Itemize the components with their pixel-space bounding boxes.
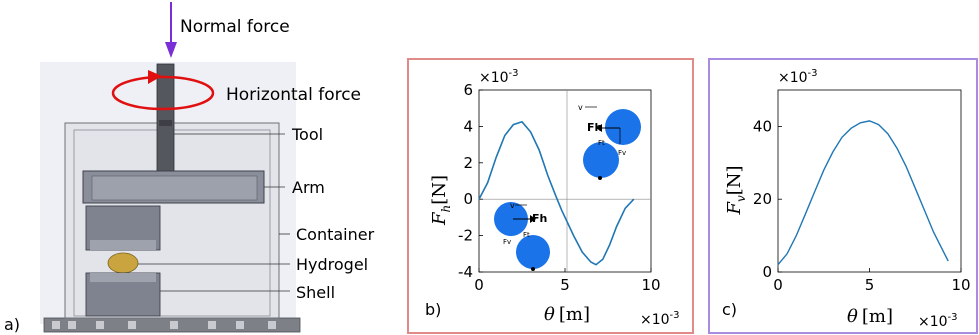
arm-inner bbox=[91, 175, 258, 201]
plot-c-x-tick-label: 5 bbox=[865, 276, 875, 294]
contact-dot-lower bbox=[531, 267, 535, 271]
shell-top bbox=[90, 273, 156, 282]
upper-holder-lip bbox=[90, 240, 156, 250]
callout-arm: Arm bbox=[292, 178, 325, 197]
inset-v-label-lower: v bbox=[510, 201, 515, 210]
horizontal-force-label: Horizontal force bbox=[226, 85, 361, 105]
normal-force-label: Normal force bbox=[180, 17, 290, 37]
ball-upper-top bbox=[605, 109, 641, 145]
horizontal-force-ellipse bbox=[111, 75, 215, 111]
plot-c-y-tick-label: 0 bbox=[762, 263, 772, 281]
plot-c-x-tick-label: 0 bbox=[773, 276, 783, 294]
plot-b-y-tick-label: -2 bbox=[458, 227, 473, 245]
inset-fh-label-lower: Fh bbox=[532, 212, 547, 225]
plot-b-y-tick-label: 6 bbox=[463, 81, 473, 99]
panel-c-border bbox=[708, 58, 978, 334]
plot-b-series-line bbox=[478, 120, 635, 266]
callout-hydrogel: Hydrogel bbox=[296, 255, 368, 274]
plot-c-series-line bbox=[777, 120, 949, 266]
hydrogel bbox=[107, 252, 139, 274]
contact-dot bbox=[598, 176, 602, 180]
inset-ft-label-lower: Ft bbox=[523, 231, 530, 239]
plot-c-x-multiplier: ×10-3 bbox=[918, 312, 958, 330]
panel-b-label: b) bbox=[425, 300, 441, 319]
plot-c-ylabel: Fv[N] bbox=[724, 165, 748, 215]
plot-b-xlabel: θ [m] bbox=[544, 304, 590, 325]
base-plate-slots bbox=[52, 321, 276, 329]
ball-lower-bottom bbox=[516, 235, 550, 269]
panel-b: 0 5 10 -4 -2 0 2 4 6 v Fh Fv Ft v Fh Fv bbox=[407, 58, 694, 334]
plot-b-y-tick-label: 4 bbox=[463, 117, 473, 135]
callout-shell: Shell bbox=[296, 283, 335, 302]
panel-c: 0 5 10 0 20 40 ×10-3 ×10-3 Fv[N] θ [m] c) bbox=[708, 58, 978, 334]
ball-lower-top bbox=[494, 202, 528, 236]
tool-collar bbox=[159, 120, 172, 126]
inset-fv-label: Fv bbox=[618, 149, 626, 157]
normal-force-arrowhead bbox=[165, 42, 177, 58]
callout-tool: Tool bbox=[291, 125, 323, 144]
plot-b-x-tick-label: 10 bbox=[641, 276, 660, 294]
panel-a-label: a) bbox=[4, 315, 20, 334]
inset-lower: v Fh Fv Ft bbox=[494, 201, 550, 271]
plot-b-ticks: 0 5 10 -4 -2 0 2 4 6 bbox=[458, 81, 661, 294]
plot-b-y-tick-label: -4 bbox=[458, 263, 473, 281]
inset-fh-label: Fh bbox=[587, 121, 602, 134]
callout-container: Container bbox=[296, 225, 375, 244]
inset-fv-label-lower: Fv bbox=[503, 238, 511, 246]
panel-c-label: c) bbox=[722, 300, 737, 319]
horizontal-force-arrowhead bbox=[148, 70, 162, 84]
inset-upper: v Fh Fv Ft bbox=[578, 103, 641, 180]
tool bbox=[156, 63, 175, 172]
plot-c-axes bbox=[777, 89, 962, 273]
plot-b-x-tick-label: 5 bbox=[560, 276, 570, 294]
panel-b-border bbox=[407, 58, 694, 334]
plot-c-y-tick-label: 20 bbox=[753, 190, 772, 208]
plot-c-y-multiplier: ×10-3 bbox=[778, 68, 818, 86]
panel-a: Normal force Horizontal force Tool Arm C… bbox=[4, 2, 375, 334]
fh-arrowhead bbox=[596, 124, 602, 132]
plot-b-x-multiplier: ×10-3 bbox=[640, 310, 680, 328]
fh-arrowhead-lower bbox=[530, 215, 536, 223]
plot-b-y-multiplier: ×10-3 bbox=[479, 68, 519, 86]
plot-c-y-tick-label: 40 bbox=[753, 117, 772, 135]
plot-c-x-tick-label: 10 bbox=[951, 276, 970, 294]
plot-b-y-tick-label: 2 bbox=[463, 154, 473, 172]
plot-c-xlabel: θ [m] bbox=[847, 306, 893, 327]
plot-b-ylabel: Fh[N] bbox=[429, 175, 453, 226]
plot-b-y-tick-label: 0 bbox=[463, 190, 473, 208]
plot-b-x-tick-label: 0 bbox=[474, 276, 484, 294]
plot-c-ticks: 0 5 10 0 20 40 bbox=[753, 117, 971, 294]
ball-upper-bottom bbox=[583, 142, 619, 178]
inset-ft-label: Ft bbox=[598, 139, 605, 147]
inset-v-label: v bbox=[578, 103, 583, 112]
